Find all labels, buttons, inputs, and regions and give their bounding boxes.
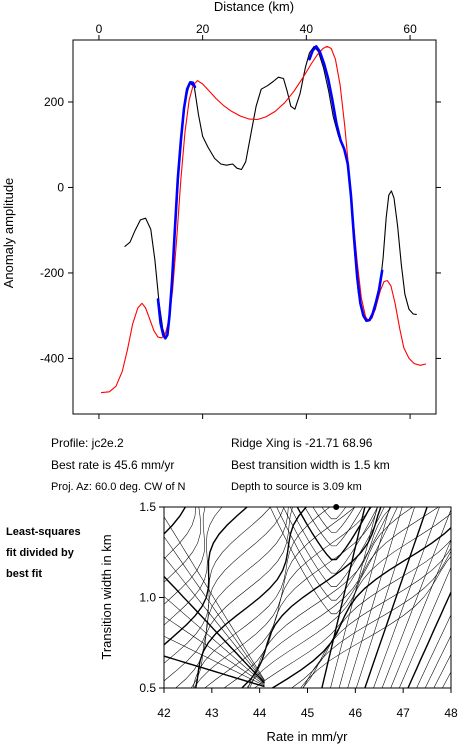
contour-line xyxy=(302,550,451,688)
info-best-width: Best transition width is 1.5 km xyxy=(231,458,390,472)
contour-line xyxy=(190,507,293,688)
side-note-line-2: fit divided by xyxy=(6,547,75,559)
contour-line xyxy=(424,634,451,688)
info-block: Profile: jc2e.2 Best rate is 45.6 mm/yr … xyxy=(51,436,390,493)
contour-line xyxy=(164,655,265,688)
contour-line xyxy=(347,507,403,688)
contour-line xyxy=(164,536,265,682)
contour-line xyxy=(300,556,451,688)
top-x-tick-label: 0 xyxy=(96,22,103,36)
contour-chart: 42 43 44 45 46 47 48 0.5 1.0 1.5 Rate in mm/yr Tr… xyxy=(99,500,467,744)
contour-line xyxy=(164,507,285,682)
observed-profile-line xyxy=(124,45,417,338)
contour-x-tick-label: 44 xyxy=(253,706,267,720)
contour-line xyxy=(241,507,382,688)
contour-line xyxy=(289,507,378,574)
contour-line xyxy=(390,539,451,688)
side-note: Least-squares fit divided by best fit xyxy=(6,526,81,580)
top-y-tick-label: -400 xyxy=(40,351,64,365)
top-plot-frame xyxy=(72,39,437,415)
contour-line xyxy=(356,507,415,688)
top-y-tick-label: 0 xyxy=(57,180,64,194)
contour-line xyxy=(164,556,265,683)
contour-line xyxy=(381,508,451,688)
top-x-tick-label: 20 xyxy=(196,22,210,36)
contour-line xyxy=(416,614,451,688)
contour-line xyxy=(272,526,451,688)
contour-line xyxy=(282,507,385,587)
contour-line xyxy=(296,507,372,561)
info-proj-az: Proj. Az: 60.0 deg. CW of N xyxy=(51,481,186,493)
contour-line xyxy=(321,507,347,520)
contour-line xyxy=(291,539,451,688)
contour-line xyxy=(164,596,265,685)
contour-line xyxy=(338,507,391,688)
top-x-tick-label: 40 xyxy=(300,22,314,36)
contour-line xyxy=(164,507,206,605)
contour-line xyxy=(246,507,439,688)
contour-x-axis-label: Rate in mm/yr xyxy=(267,729,349,744)
info-best-rate: Best rate is 45.6 mm/yr xyxy=(51,458,174,472)
info-profile: Profile: jc2e.2 xyxy=(51,436,124,450)
contour-ticks: 42 43 44 45 46 47 48 0.5 1.0 1.5 xyxy=(139,500,458,720)
contour-line xyxy=(164,516,265,681)
info-depth: Depth to source is 3.09 km xyxy=(231,481,362,493)
contour-line xyxy=(164,507,202,583)
contour-y-tick-label: 0.5 xyxy=(139,681,156,695)
contour-line xyxy=(164,616,265,685)
info-ridge-xing: Ridge Xing is -21.71 68.96 xyxy=(231,436,373,450)
side-note-line-1: Least-squares xyxy=(6,526,81,538)
fit-segment-line xyxy=(156,81,197,340)
contour-line xyxy=(450,686,451,688)
contour-line xyxy=(164,635,265,686)
contour-x-tick-label: 45 xyxy=(301,706,315,720)
top-y-tick-label: -200 xyxy=(40,266,64,280)
contour-line xyxy=(407,590,451,688)
contour-line xyxy=(312,507,356,533)
top-ticks: 0 20 40 60 200 0 -200 -400 xyxy=(40,22,441,419)
contour-line xyxy=(399,566,451,688)
contour-line xyxy=(249,507,392,688)
contour-line xyxy=(442,671,451,688)
contour-line xyxy=(164,576,266,684)
contour-line xyxy=(321,507,366,688)
contour-line xyxy=(223,507,378,688)
contour-line xyxy=(269,507,398,615)
top-y-axis-label: Anomaly amplitude xyxy=(1,178,16,289)
model-profile-line xyxy=(100,45,427,394)
contour-x-tick-label: 48 xyxy=(444,706,458,720)
profile-series xyxy=(100,45,427,394)
contour-line xyxy=(460,507,467,688)
contour-line xyxy=(433,653,451,688)
top-x-axis-label: Distance (km) xyxy=(214,0,294,14)
contour-line xyxy=(247,507,413,688)
contour-y-tick-label: 1.0 xyxy=(139,591,156,605)
side-note-line-3: best fit xyxy=(6,568,42,580)
contour-x-tick-label: 46 xyxy=(349,706,363,720)
contour-line xyxy=(302,547,451,688)
contour-x-tick-label: 47 xyxy=(396,706,410,720)
contour-x-tick-label: 43 xyxy=(205,706,219,720)
contour-line xyxy=(364,507,428,688)
contour-line xyxy=(195,507,307,688)
contour-line-group xyxy=(164,507,467,688)
contour-line xyxy=(373,507,440,688)
contour-line xyxy=(164,507,223,626)
top-x-tick-label: 60 xyxy=(403,22,417,36)
contour-x-tick-label: 42 xyxy=(157,706,171,720)
contour-lines xyxy=(164,507,467,688)
contour-line xyxy=(304,507,364,547)
contour-line xyxy=(330,507,378,688)
fit-segment-line xyxy=(308,45,384,323)
top-y-tick-label: 200 xyxy=(44,95,64,109)
contour-line xyxy=(164,507,196,560)
contour-y-axis-label: Transition width in km xyxy=(99,534,114,659)
contour-y-tick-label: 1.5 xyxy=(139,500,156,514)
profile-chart: Distance (km) Anomaly amplitude 0 20 40 60 2… xyxy=(1,0,441,419)
contour-line xyxy=(276,507,392,601)
contour-line xyxy=(175,507,289,688)
